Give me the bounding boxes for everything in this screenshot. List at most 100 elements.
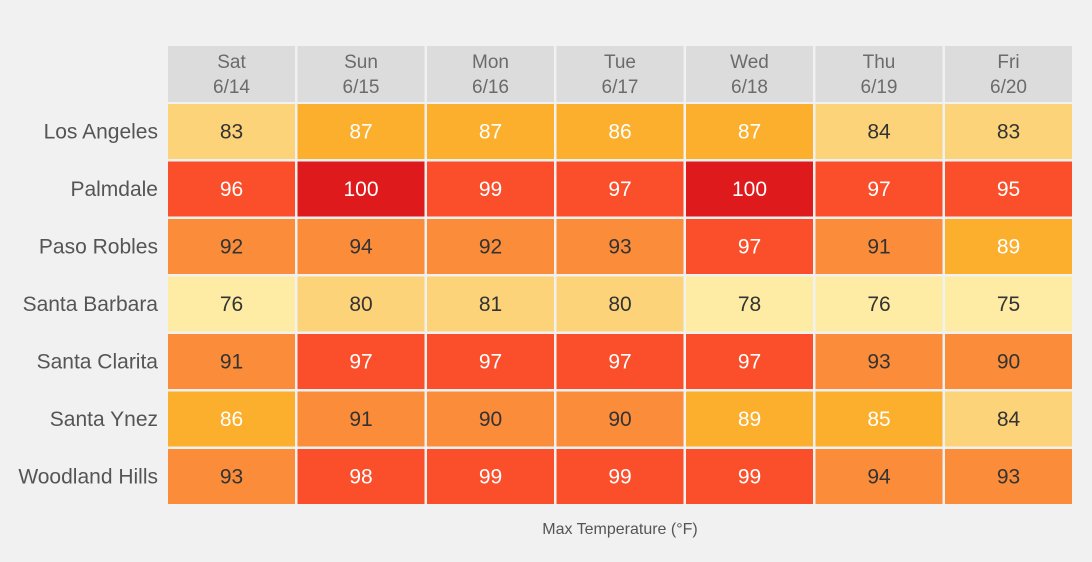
- heatmap-cell: [945, 449, 1072, 504]
- column-header-bg: [297, 46, 425, 102]
- cell-value: 97: [479, 351, 502, 374]
- column-header-date: 6/16: [472, 77, 509, 98]
- heatmap-cell: [945, 104, 1072, 159]
- cell-value: 85: [867, 408, 890, 431]
- heatmap-cell: [815, 104, 943, 159]
- heatmap-cell: [815, 391, 943, 447]
- cell-value: 78: [738, 293, 761, 316]
- heatmap-cell: [168, 161, 295, 217]
- heatmap-cell: [815, 219, 943, 274]
- column-header-date: 6/17: [602, 77, 639, 98]
- heatmap-cell: [297, 219, 425, 274]
- cell-value: 86: [608, 121, 631, 144]
- cell-value: 99: [479, 178, 502, 201]
- cell-value: 80: [608, 293, 631, 316]
- cell-value: 94: [349, 236, 373, 259]
- heatmap-cell: [297, 334, 425, 389]
- heatmap-cell: [168, 219, 295, 274]
- column-header-date: 6/19: [861, 77, 898, 98]
- cell-value: 90: [608, 408, 631, 431]
- cell-value: 100: [732, 178, 767, 201]
- heatmap-cell: [427, 161, 554, 217]
- heatmap-cells: 83 87 87 86 87 84 83 96 100 99 97 100 97 95 92 94 92 93 97…: [168, 104, 1072, 504]
- column-header-bg: [427, 46, 554, 102]
- cell-value: 90: [479, 408, 502, 431]
- cell-value: 92: [220, 236, 243, 259]
- heatmap-cell: [168, 334, 295, 389]
- heatmap-cell: [427, 219, 554, 274]
- column-header-bg: [815, 46, 943, 102]
- column-header-bg: [686, 46, 813, 102]
- column-header-date: 6/18: [731, 77, 768, 98]
- heatmap-cell: [815, 449, 943, 504]
- heatmap-cell: [427, 391, 554, 447]
- column-header-day: Thu: [863, 52, 896, 73]
- cell-value: 97: [867, 178, 890, 201]
- cell-value: 98: [349, 466, 372, 489]
- cell-value: 91: [867, 236, 890, 259]
- heatmap-cell: [556, 449, 684, 504]
- heatmap-cell: [556, 391, 684, 447]
- heatmap-cell: [686, 391, 813, 447]
- heatmap-cell: [427, 334, 554, 389]
- column-header-date: 6/15: [343, 77, 380, 98]
- heatmap-cell: [815, 276, 943, 332]
- column-header-day: Sat: [217, 52, 246, 73]
- cell-value: 89: [997, 236, 1020, 259]
- heatmap-cell: [686, 334, 813, 389]
- cell-value: 83: [220, 121, 243, 144]
- column-header-date: 6/20: [990, 77, 1027, 98]
- heatmap-cell: [168, 276, 295, 332]
- cell-value: 97: [738, 236, 761, 259]
- heatmap-cell: [945, 276, 1072, 332]
- heatmap-cell: [297, 391, 425, 447]
- cell-value: 80: [349, 293, 372, 316]
- cell-value: 91: [220, 351, 243, 374]
- column-header-bg: [556, 46, 684, 102]
- heatmap-cell: [686, 161, 813, 217]
- heatmap-cell: [168, 391, 295, 447]
- heatmap-cell: [686, 104, 813, 159]
- cell-value: 100: [343, 178, 378, 201]
- column-header-date: 6/14: [213, 77, 250, 98]
- cell-value: 93: [608, 236, 631, 259]
- heatmap-cell: [556, 104, 684, 159]
- cell-value: 91: [349, 408, 372, 431]
- cell-value: 86: [220, 408, 243, 431]
- row-label: Paso Robles: [39, 236, 158, 259]
- row-labels: Los Angeles Palmdale Paso Robles Santa Barb…: [18, 121, 158, 489]
- heatmap-cell: [297, 449, 425, 504]
- row-label: Santa Barbara: [23, 293, 159, 316]
- heatmap-cell: [168, 104, 295, 159]
- cell-value: 84: [997, 408, 1021, 431]
- heatmap-cell: [815, 334, 943, 389]
- heatmap-cell: [556, 276, 684, 332]
- cell-value: 97: [608, 351, 631, 374]
- cell-value: 87: [738, 121, 761, 144]
- column-header-day: Mon: [472, 52, 509, 73]
- heatmap-cell: [427, 449, 554, 504]
- heatmap-cell: [168, 449, 295, 504]
- column-header-day: Tue: [604, 52, 636, 73]
- column-header-day: Fri: [997, 52, 1019, 73]
- row-label: Woodland Hills: [18, 466, 158, 489]
- cell-value: 75: [997, 293, 1020, 316]
- cell-value: 87: [479, 121, 502, 144]
- heatmap-cell: [556, 334, 684, 389]
- heatmap-cell: [945, 161, 1072, 217]
- heatmap-cell: [945, 334, 1072, 389]
- cell-value: 93: [220, 466, 243, 489]
- cell-value: 94: [867, 466, 891, 489]
- cell-value: 96: [220, 178, 243, 201]
- heatmap-cell: [815, 161, 943, 217]
- heatmap-cell: [686, 219, 813, 274]
- heatmap-cell: [945, 219, 1072, 274]
- cell-value: 84: [867, 121, 891, 144]
- cell-value: 99: [738, 466, 761, 489]
- cell-value: 97: [608, 178, 631, 201]
- x-axis-label: Max Temperature (°F): [542, 521, 697, 538]
- heatmap-cell: [297, 276, 425, 332]
- cell-value: 97: [738, 351, 761, 374]
- column-headers: Sat 6/14 Sun 6/15 Mon 6/16 Tue 6/17 Wed 6/18 Thu 6/…: [168, 46, 1072, 102]
